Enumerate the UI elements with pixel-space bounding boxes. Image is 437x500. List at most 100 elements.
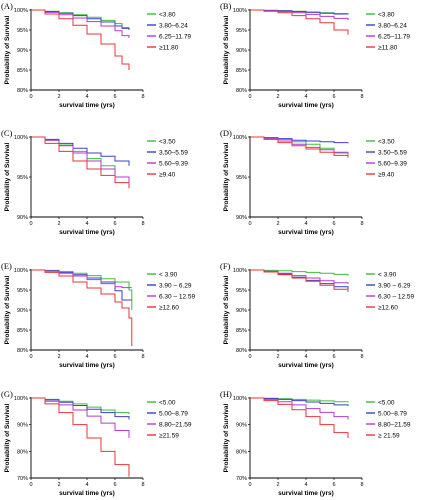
series-line-1 — [31, 9, 130, 30]
panel-label: (A) — [1, 1, 13, 11]
x-tick-label: 6 — [332, 482, 335, 488]
y-tick-label: 95% — [17, 288, 28, 294]
x-tick-label: 8 — [360, 354, 363, 360]
x-tick-label: 0 — [29, 221, 32, 227]
y-axis-title: Probability of Survival — [223, 15, 230, 84]
y-tick-label: 80% — [17, 88, 28, 94]
legend-label: 6.25–11.79 — [159, 33, 191, 40]
series-line-2 — [31, 136, 130, 166]
y-tick-label: 100% — [233, 396, 247, 402]
series-line-3 — [31, 136, 130, 184]
x-tick-label: 2 — [57, 482, 60, 488]
x-tick-label: 6 — [113, 482, 116, 488]
series-line-2 — [250, 136, 349, 144]
x-tick-label: 8 — [360, 482, 363, 488]
panel-label: (H) — [220, 389, 232, 399]
series-line-2 — [250, 397, 349, 406]
panel-label: (G) — [1, 389, 13, 399]
legend-label: < 3.90 — [159, 271, 178, 278]
legend-label: ≥12.60 — [159, 304, 179, 311]
x-tick-label: 8 — [141, 354, 144, 360]
series-line-4 — [250, 269, 349, 292]
y-tick-label: 85% — [236, 68, 247, 74]
panel-g: (G) 70% 80% 90% 100% 0 2 4 6 8 survival time (yrs)… — [1, 389, 192, 497]
legend-label: 5.60–9.39 — [378, 160, 407, 167]
legend-label: 6.30 – 12.59 — [378, 293, 415, 300]
x-tick-label: 2 — [276, 94, 279, 100]
y-tick-label: 100% — [233, 268, 247, 274]
y-tick-label: 100% — [14, 135, 28, 141]
legend-label: 5.00–8.79 — [378, 410, 407, 417]
x-tick-label: 4 — [304, 354, 307, 360]
y-axis-title: Probability of Survival — [223, 403, 230, 472]
x-tick-label: 0 — [29, 94, 32, 100]
legend-label: 3.50–5.59 — [159, 149, 188, 156]
y-axis-title: Probability of Survival — [223, 275, 230, 344]
x-tick-label: 0 — [248, 354, 251, 360]
y-tick-label: 95% — [236, 175, 247, 181]
legend-label: ≥21.59 — [159, 432, 179, 439]
series-line-3 — [31, 269, 132, 289]
y-tick-label: 95% — [17, 28, 28, 34]
legend-label: <3.50 — [159, 138, 176, 145]
y-tick-label: 90% — [236, 423, 247, 429]
y-tick-label: 100% — [233, 8, 247, 14]
panel-f: (F) 80% 85% 90% 95% 100% 0 2 4 6 8 survival time (y… — [220, 261, 415, 369]
y-tick-label: 100% — [14, 268, 28, 274]
legend-label: ≥9.40 — [159, 171, 176, 178]
series-line-2 — [31, 397, 130, 420]
x-tick-label: 2 — [276, 354, 279, 360]
x-tick-label: 4 — [85, 354, 88, 360]
x-tick-label: 4 — [85, 94, 88, 100]
y-tick-label: 90% — [236, 48, 247, 54]
series-line-1 — [31, 136, 130, 187]
x-axis-title: survival time (yrs) — [59, 490, 115, 497]
y-tick-label: 80% — [17, 348, 28, 354]
y-tick-label: 90% — [17, 423, 28, 429]
y-tick-label: 90% — [17, 48, 28, 54]
y-tick-label: 100% — [14, 396, 28, 402]
series-line-4 — [31, 269, 133, 346]
y-tick-label: 90% — [17, 215, 28, 221]
y-tick-label: 95% — [17, 175, 28, 181]
y-tick-label: 85% — [236, 328, 247, 334]
series-line-4 — [250, 397, 349, 438]
series-line-1 — [31, 397, 130, 414]
x-tick-label: 6 — [113, 221, 116, 227]
series-line-4 — [31, 9, 130, 70]
legend-label: 8.80–21.59 — [378, 421, 411, 428]
panel-label: (B) — [220, 1, 232, 11]
y-tick-label: 80% — [236, 88, 247, 94]
series-line-3 — [31, 397, 130, 438]
y-tick-label: 95% — [236, 28, 247, 34]
x-tick-label: 2 — [57, 221, 60, 227]
y-tick-label: 90% — [236, 308, 247, 314]
legend-label: 5.60–9.39 — [159, 160, 188, 167]
x-tick-label: 0 — [29, 482, 32, 488]
x-tick-label: 0 — [29, 354, 32, 360]
panel-e: (E) 80% 85% 90% 95% 100% 0 2 4 6 8 survival time (y… — [1, 261, 196, 369]
legend-label: <3.80 — [378, 11, 395, 18]
legend-label: 3.90 – 6.29 — [378, 282, 411, 289]
x-tick-label: 6 — [332, 354, 335, 360]
series-line-3 — [250, 136, 349, 154]
legend-label: 3.90 – 6.29 — [159, 282, 192, 289]
x-tick-label: 4 — [304, 94, 307, 100]
panel-label: (C) — [1, 128, 13, 138]
series-line-4 — [31, 136, 130, 189]
x-axis-title: survival time (yrs) — [278, 490, 334, 497]
panel-a: (A) 80% 85% 90% 95% 100% 0 2 4 6 8 survival time (y… — [1, 1, 191, 109]
x-tick-label: 2 — [57, 354, 60, 360]
x-tick-label: 6 — [113, 94, 116, 100]
legend-label: 6.30 – 12.59 — [159, 293, 196, 300]
x-axis-title: survival time (yrs) — [278, 102, 334, 109]
y-axis-title: Probability of Survival — [223, 142, 230, 211]
y-axis-title: Probability of Survival — [4, 275, 11, 344]
series-line-3 — [250, 397, 349, 420]
y-axis-title: Probability of Survival — [4, 142, 11, 211]
y-tick-label: 95% — [236, 288, 247, 294]
series-line-4 — [250, 9, 349, 35]
legend-label: <3.50 — [378, 138, 395, 145]
panel-d: (D) 90% 95% 100% 0 2 4 6 8 survival time (yrs) Pro… — [220, 128, 407, 236]
